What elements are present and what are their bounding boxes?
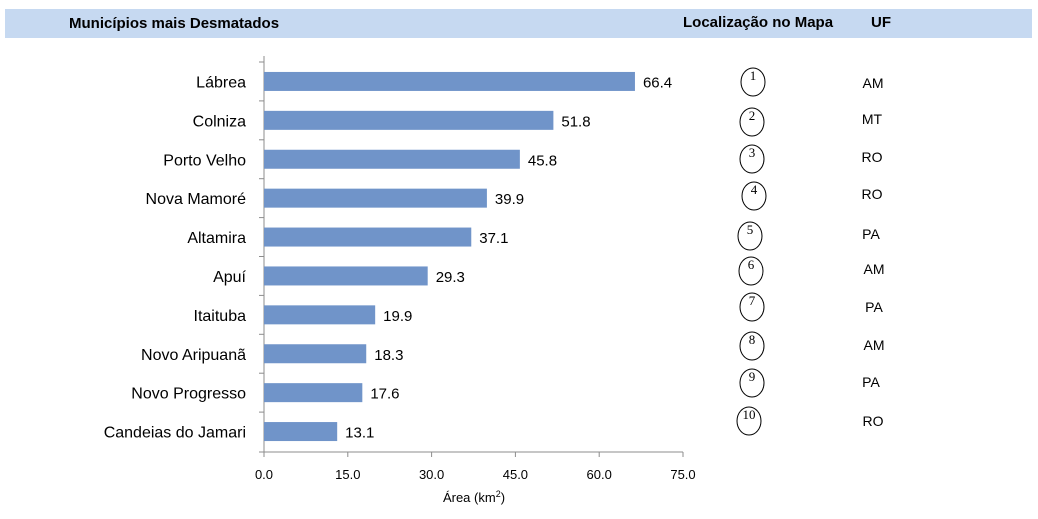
map-location-circle bbox=[736, 406, 762, 436]
value-label: 13.1 bbox=[345, 425, 374, 442]
map-location-number: 2 bbox=[749, 108, 756, 123]
uf-code: AM bbox=[864, 261, 885, 277]
category-label: Itaituba bbox=[194, 308, 247, 325]
uf-code: AM bbox=[864, 337, 885, 353]
category-label: Colniza bbox=[193, 113, 246, 130]
category-label: Lábrea bbox=[196, 74, 246, 91]
map-location-number: 8 bbox=[749, 332, 756, 347]
x-tick-label: 60.0 bbox=[587, 467, 612, 482]
bar bbox=[264, 305, 376, 325]
bar bbox=[264, 383, 363, 403]
value-label: 29.3 bbox=[436, 269, 465, 286]
map-location-circle bbox=[739, 144, 765, 174]
category-label: Novo Progresso bbox=[131, 386, 246, 403]
category-label: Porto Velho bbox=[163, 152, 246, 169]
x-tick-label: 45.0 bbox=[503, 467, 528, 482]
bar bbox=[264, 422, 338, 442]
bar bbox=[264, 188, 487, 208]
category-label: Altamira bbox=[187, 230, 246, 247]
map-location-circle bbox=[739, 368, 765, 398]
map-location-number: 1 bbox=[750, 68, 757, 83]
bar bbox=[264, 110, 554, 130]
uf-code: RO bbox=[862, 149, 883, 165]
category-label: Novo Aripuanã bbox=[141, 347, 246, 364]
value-label: 37.1 bbox=[479, 230, 508, 247]
bar bbox=[264, 344, 367, 364]
map-location-circle bbox=[739, 331, 765, 361]
uf-code: PA bbox=[865, 299, 883, 315]
map-location-number: 9 bbox=[749, 369, 756, 384]
map-location-number: 4 bbox=[751, 182, 758, 197]
category-label: Candeias do Jamari bbox=[104, 425, 246, 442]
map-location-number: 10 bbox=[743, 407, 756, 422]
map-location-number: 7 bbox=[749, 293, 756, 308]
bar bbox=[264, 149, 520, 169]
bar bbox=[264, 71, 635, 91]
x-axis-label: Área (km2) bbox=[443, 489, 505, 505]
value-label: 39.9 bbox=[495, 191, 524, 208]
bar bbox=[264, 227, 472, 247]
uf-code: RO bbox=[863, 413, 884, 429]
x-tick-label: 75.0 bbox=[670, 467, 695, 482]
header-title: Municípios mais Desmatados bbox=[69, 15, 280, 32]
uf-code: AM bbox=[863, 75, 884, 91]
value-label: 19.9 bbox=[383, 308, 412, 325]
map-location-number: 6 bbox=[748, 257, 755, 272]
map-location-circle bbox=[741, 181, 767, 211]
header-map-location: Localização no Mapa bbox=[683, 14, 834, 31]
uf-code: RO bbox=[862, 186, 883, 202]
map-location-circle bbox=[739, 107, 765, 137]
map-location-circle bbox=[739, 292, 765, 322]
category-label: Apuí bbox=[213, 269, 246, 286]
value-label: 18.3 bbox=[374, 347, 403, 364]
map-location-number: 3 bbox=[749, 145, 756, 160]
x-tick-label: 30.0 bbox=[419, 467, 444, 482]
uf-code: PA bbox=[862, 374, 880, 390]
header-uf: UF bbox=[871, 14, 891, 31]
category-label: Nova Mamoré bbox=[146, 191, 247, 208]
value-label: 66.4 bbox=[643, 74, 672, 91]
map-location-circle bbox=[737, 221, 763, 251]
value-label: 17.6 bbox=[370, 386, 399, 403]
map-location-circle bbox=[740, 67, 766, 97]
map-location-circle bbox=[738, 256, 764, 286]
x-tick-label: 15.0 bbox=[335, 467, 360, 482]
uf-code: PA bbox=[862, 226, 880, 242]
value-label: 45.8 bbox=[528, 152, 557, 169]
table-header: Municípios mais Desmatados Localização n… bbox=[5, 9, 1032, 38]
uf-code: MT bbox=[862, 111, 883, 127]
x-tick-label: 0.0 bbox=[255, 467, 273, 482]
bar bbox=[264, 266, 428, 286]
map-location-number: 5 bbox=[747, 222, 754, 237]
value-label: 51.8 bbox=[561, 113, 590, 130]
